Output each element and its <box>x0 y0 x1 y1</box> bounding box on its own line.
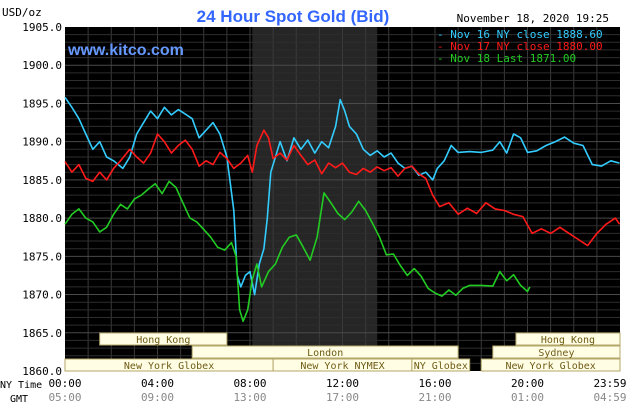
x-tick-label-gmt: 01:00 <box>511 391 544 404</box>
session-bar <box>492 345 621 359</box>
session-label: Hong Kong <box>541 335 595 346</box>
y-tick-label: 1865.0 <box>22 327 62 340</box>
session-bar <box>191 345 459 359</box>
series-line-1 <box>64 129 621 247</box>
y-tick-label: 1885.0 <box>22 174 62 187</box>
legend-entry-nov16: - Nov 16 NY close 1888.60 <box>437 28 603 41</box>
session-bar <box>99 332 228 346</box>
x-axis-ny-label: NY Time <box>0 380 42 391</box>
x-tick-label-gmt: 13:00 <box>233 391 266 404</box>
grid <box>65 27 620 371</box>
series-group <box>64 96 621 323</box>
x-tick-label-ny: 04:00 <box>141 377 174 390</box>
nymex-highlight-band <box>252 27 378 371</box>
chart-timestamp: November 18, 2020 19:25 <box>457 12 609 25</box>
x-tick-label-ny: 20:00 <box>511 377 544 390</box>
session-bar <box>411 358 471 372</box>
x-tick-label-ny: 08:00 <box>233 377 266 390</box>
y-unit-label: USD/oz <box>2 6 42 19</box>
x-tick-label-gmt: 04:59 <box>593 391 626 404</box>
y-axis: 1905.0 1900.0 1895.0 1890.0 1885.0 1880.0 1875… <box>22 21 62 378</box>
x-axis-gmt-label: GMT <box>10 394 28 405</box>
session-label: London <box>307 348 343 359</box>
chart-title: 24 Hour Spot Gold (Bid) <box>197 7 390 26</box>
x-tick-label-gmt: 05:00 <box>48 391 81 404</box>
series-line-2 <box>64 180 531 323</box>
session-label: New York Globex <box>124 361 214 372</box>
series-line-0 <box>64 96 620 296</box>
sessions-group: Hong Kong London New York Globex New York N… <box>64 332 621 372</box>
session-label: New York NYMEX <box>300 361 384 372</box>
session-label: Hong Kong <box>136 335 190 346</box>
legend: - Nov 16 NY close 1888.60 - Nov 17 NY cl… <box>437 28 603 65</box>
legend-entry-nov17: - Nov 17 NY close 1880.00 <box>437 40 603 53</box>
x-tick-label-ny: 12:00 <box>326 377 359 390</box>
x-tick-label-gmt: 21:00 <box>418 391 451 404</box>
x-tick-label-ny: 00:00 <box>48 377 81 390</box>
y-tick-label: 1895.0 <box>22 97 62 110</box>
session-bar <box>480 358 621 372</box>
session-label: Sydney <box>538 348 574 359</box>
y-tick-label: 1905.0 <box>22 21 62 34</box>
session-label: New York Globex <box>505 361 595 372</box>
x-tick-label-gmt: 09:00 <box>141 391 174 404</box>
y-tick-label: 1900.0 <box>22 59 62 72</box>
y-tick-label: 1870.0 <box>22 289 62 302</box>
session-bar <box>515 332 621 346</box>
x-tick-label-gmt: 17:00 <box>326 391 359 404</box>
watermark: www.kitco.com <box>67 42 184 59</box>
legend-entry-nov18: - Nov 18 Last 1871.00 <box>437 52 576 65</box>
x-tick-label-ny: 23:59 <box>593 377 626 390</box>
session-label: NY Globex <box>414 361 468 372</box>
y-tick-label: 1890.0 <box>22 136 62 149</box>
y-tick-label: 1860.0 <box>22 365 62 378</box>
y-tick-label: 1880.0 <box>22 212 62 225</box>
x-tick-label-ny: 16:00 <box>418 377 451 390</box>
y-tick-label: 1875.0 <box>22 250 62 263</box>
